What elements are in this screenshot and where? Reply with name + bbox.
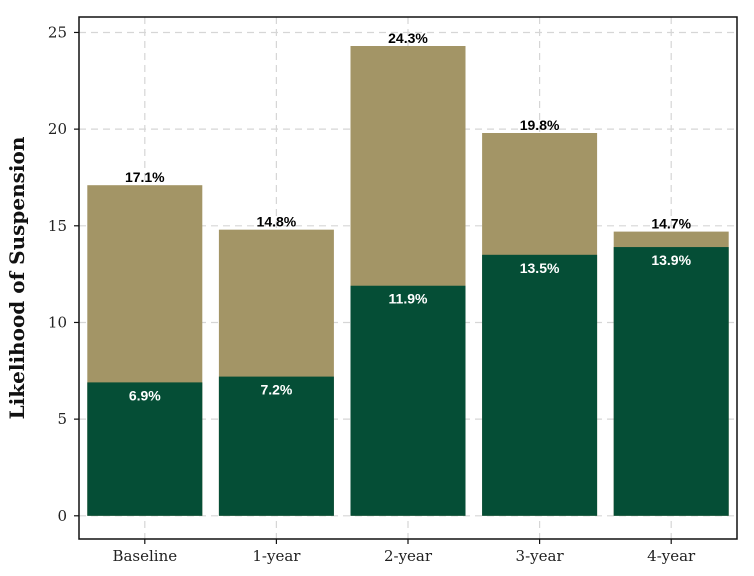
data-label-total: 19.8% <box>520 117 560 133</box>
bar-inner <box>87 382 203 516</box>
data-label-inner: 13.9% <box>651 252 691 268</box>
x-tick-label: 1-year <box>252 547 301 565</box>
data-label-inner: 11.9% <box>389 291 428 307</box>
x-tick-label: Baseline <box>112 547 177 565</box>
bar-inner <box>218 376 334 516</box>
bar-inner <box>350 285 466 516</box>
data-label-total: 14.8% <box>257 214 297 230</box>
data-label-inner: 13.5% <box>520 260 560 276</box>
data-label-total: 24.3% <box>388 30 428 46</box>
data-label-total: 17.1% <box>125 169 165 185</box>
y-tick-label: 20 <box>48 120 67 138</box>
data-label-total: 14.7% <box>651 216 691 232</box>
data-labels: 17.1% 6.9% 14.8% 7.2% 24.3% 11.9% 19.8% 13.5% 14… <box>125 30 692 403</box>
y-axis-ticks: 0 5 10 15 20 25 <box>48 23 79 525</box>
bar-inner <box>613 247 729 516</box>
y-tick-label: 15 <box>48 217 67 235</box>
bar-inner <box>482 254 598 516</box>
data-label-inner: 6.9% <box>129 387 161 403</box>
data-label-inner: 7.2% <box>260 382 292 398</box>
y-tick-label: 10 <box>48 313 67 331</box>
y-axis-title: Likelihood of Suspension <box>5 136 29 419</box>
y-tick-label: 0 <box>57 507 67 525</box>
y-tick-label: 5 <box>57 410 67 428</box>
x-tick-label: 2-year <box>384 547 433 565</box>
y-tick-label: 25 <box>48 23 67 41</box>
x-tick-label: 3-year <box>516 547 565 565</box>
x-tick-label: 4-year <box>647 547 696 565</box>
x-axis-ticks: Baseline 1-year 2-year 3-year 4-year <box>112 539 696 565</box>
bars <box>87 46 729 516</box>
